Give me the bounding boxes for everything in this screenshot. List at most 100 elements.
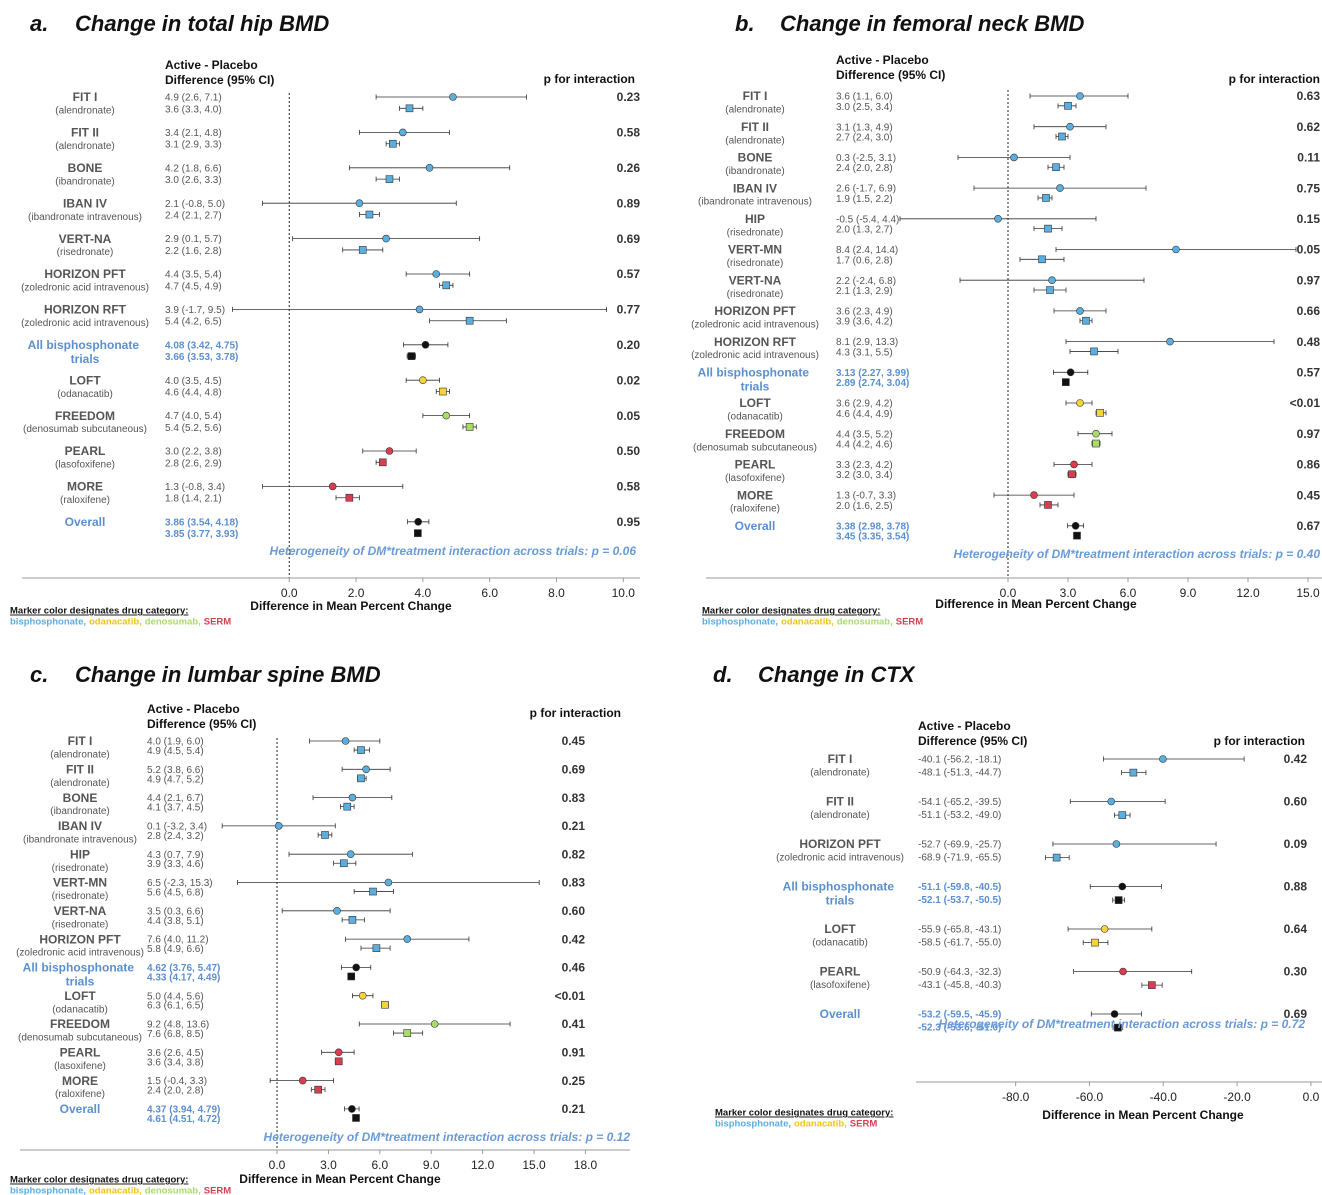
- value-label: 4.37 (3.94, 4.79): [147, 1105, 220, 1116]
- row-label: FIT I: [743, 89, 768, 103]
- marker-square: [1092, 439, 1100, 448]
- marker-circle: [415, 305, 424, 314]
- marker-square: [1148, 981, 1156, 989]
- ci-line: [1069, 799, 1166, 804]
- row-label: VERT-NA: [54, 904, 107, 918]
- p-value: 0.30: [1284, 965, 1308, 979]
- value-label: 3.6 (3.4, 3.8): [147, 1057, 204, 1068]
- p-value: 0.45: [1297, 488, 1321, 502]
- marker-circle: [382, 234, 390, 243]
- value-label: -51.1 (-59.8, -40.5): [918, 882, 1001, 893]
- p-value: 0.05: [617, 409, 641, 423]
- x-tick-label: 10.0: [612, 586, 636, 600]
- marker-circle: [1070, 460, 1078, 469]
- row-label: FIT II: [741, 120, 769, 134]
- marker-circle: [274, 822, 283, 830]
- p-value: 0.63: [1297, 89, 1321, 103]
- column-header: Difference (95% CI): [836, 68, 945, 82]
- marker-square: [345, 493, 354, 502]
- value-label: 3.0 (2.5, 3.4): [836, 102, 893, 113]
- row-label: FIT I: [68, 734, 93, 748]
- value-label: -58.5 (-61.7, -55.0): [918, 938, 1001, 949]
- marker-circle: [328, 482, 337, 491]
- value-label: 3.38 (2.98, 3.78): [836, 521, 909, 532]
- column-header: Active - Placebo: [836, 53, 929, 67]
- value-label: 6.3 (6.1, 6.5): [147, 1001, 204, 1012]
- row-label: LOFT: [64, 989, 96, 1003]
- panel-title: Change in total hip BMD: [75, 11, 329, 36]
- value-label: 2.8 (2.4, 3.2): [147, 831, 204, 842]
- p-value: 0.95: [617, 515, 641, 529]
- marker-square: [340, 859, 348, 868]
- marker-square: [321, 831, 329, 839]
- p-value: 0.41: [562, 1017, 586, 1031]
- x-tick-label: 3.0: [1060, 586, 1077, 600]
- value-label: -52.7 (-69.9, -25.7): [918, 840, 1001, 851]
- value-label: 9.2 (4.8, 13.6): [147, 1020, 209, 1031]
- marker-square: [385, 175, 394, 183]
- value-label: 5.4 (5.2, 5.6): [165, 423, 222, 434]
- value-label: 8.1 (2.9, 13.3): [836, 337, 898, 348]
- marker-square: [442, 281, 451, 290]
- p-value: 0.58: [617, 126, 641, 140]
- marker-circle: [1107, 797, 1116, 806]
- row-sublabel: (alendronate): [55, 106, 114, 117]
- p-value: 0.91: [562, 1045, 586, 1059]
- value-label: -48.1 (-51.3, -44.7): [918, 768, 1001, 779]
- marker-circle: [1066, 122, 1074, 131]
- row-sublabel: (denosumab subcutaneous): [693, 442, 817, 453]
- x-tick-label: 9.0: [1180, 586, 1197, 600]
- x-tick-label: 15.0: [522, 1158, 546, 1172]
- value-label: 2.1 (-0.8, 5.0): [165, 199, 225, 210]
- row-label: Overall: [820, 1007, 861, 1021]
- marker-square: [1058, 132, 1066, 141]
- marker-square: [1038, 255, 1046, 264]
- marker-circle: [348, 793, 357, 802]
- row-sublabel: (zoledronic acid intravenous): [691, 350, 819, 361]
- marker-circle: [421, 340, 430, 349]
- row-sublabel: (denosumab subcutaneous): [18, 1033, 142, 1044]
- row-label: PEARL: [60, 1045, 101, 1059]
- x-tick-label: -40.0: [1150, 1090, 1178, 1104]
- p-value: 0.69: [617, 232, 641, 246]
- p-value: 0.20: [617, 338, 641, 352]
- marker-circle: [298, 1076, 307, 1085]
- marker-square: [414, 529, 422, 537]
- marker-circle: [352, 963, 360, 972]
- x-tick-label: 6.0: [371, 1158, 388, 1172]
- value-label: 1.3 (-0.7, 3.3): [836, 491, 896, 502]
- x-tick-label: 6.0: [481, 586, 498, 600]
- marker-square: [407, 352, 416, 360]
- value-label: 4.2 (1.8, 6.6): [165, 163, 222, 174]
- value-label: 2.4 (2.0, 2.8): [147, 1086, 204, 1097]
- ci-line: [1052, 841, 1217, 847]
- row-label: FIT II: [66, 762, 94, 776]
- value-label: 2.6 (-1.7, 6.9): [836, 184, 896, 195]
- marker-circle: [1076, 307, 1084, 315]
- value-label: 3.3 (2.3, 4.2): [836, 460, 893, 471]
- marker-square: [1044, 224, 1052, 233]
- x-tick-label: -80.0: [1002, 1090, 1030, 1104]
- value-label: 1.7 (0.6, 2.8): [836, 255, 893, 266]
- row-label: HORIZON PFT: [39, 932, 121, 946]
- marker-circle: [449, 93, 457, 101]
- row-label: MORE: [62, 1074, 98, 1088]
- column-header: Active - Placebo: [165, 58, 258, 72]
- legend-item: bisphosphonate,: [715, 1119, 791, 1130]
- row-label: FIT II: [826, 795, 854, 809]
- marker-square: [1082, 316, 1090, 325]
- row-label: BONE: [738, 151, 773, 165]
- value-label: 2.0 (1.6, 2.5): [836, 501, 893, 512]
- p-value: 0.50: [617, 444, 641, 458]
- p-value: 0.88: [1284, 880, 1308, 894]
- value-label: 4.6 (4.4, 4.8): [165, 388, 222, 399]
- value-label: 4.62 (3.76, 5.47): [147, 963, 220, 974]
- heterogeneity-note: Heterogeneity of DM*treatment interactio…: [954, 547, 1321, 561]
- value-label: 2.9 (0.1, 5.7): [165, 234, 222, 245]
- value-label: 4.3 (3.1, 5.5): [836, 347, 893, 358]
- value-label: 3.1 (1.3, 4.9): [836, 122, 893, 133]
- x-tick-label: 8.0: [548, 586, 565, 600]
- row-label: PEARL: [65, 444, 106, 458]
- value-label: 3.4 (2.1, 4.8): [165, 128, 222, 139]
- x-tick-label: -60.0: [1076, 1090, 1104, 1104]
